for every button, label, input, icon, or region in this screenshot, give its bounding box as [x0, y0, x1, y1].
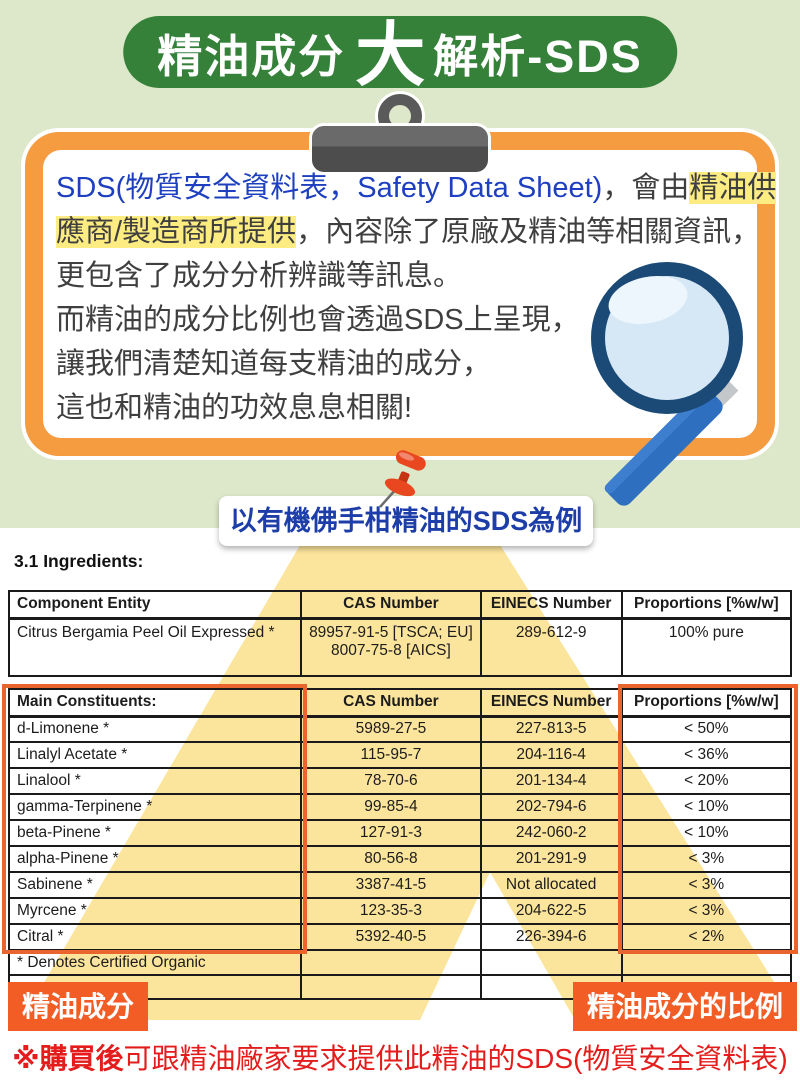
constituent-cell: d-Limonene *: [7, 715, 303, 743]
table-row: Sabinene * 3387-41-5 Not allocated < 3%: [7, 871, 793, 899]
col-header-cas: CAS Number: [300, 688, 482, 718]
cas-cell: 80-56-8: [300, 845, 482, 873]
col-header-cas: CAS Number: [300, 590, 482, 620]
empty-cell: [479, 949, 623, 976]
einecs-cell: Not allocated: [479, 871, 623, 899]
cas-cell: 78-70-6: [300, 767, 482, 795]
constituent-cell: Sabinene *: [7, 871, 303, 899]
badge-oil-proportions: 精油成分的比例: [572, 982, 797, 1031]
line4-text: 而精油的成分比例也會透過SDS上呈現，: [56, 304, 580, 336]
cas-cell: 115-95-7: [300, 741, 482, 769]
col-header-einecs: EINECS Number: [479, 688, 623, 718]
table-row: Citral * 5392-40-5 226-394-6 < 2%: [7, 923, 793, 951]
cas-cell: 123-35-3: [300, 897, 482, 925]
line2-highlight-text: 應商/製造商所提供: [56, 216, 297, 248]
col-header-einecs: EINECS Number: [479, 590, 623, 620]
einecs-cell: 204-622-5: [479, 897, 623, 925]
clipboard-clip-icon: [312, 126, 488, 172]
proportion-cell: < 36%: [620, 741, 793, 769]
line1-dark-text: ，會由: [602, 172, 690, 204]
col-header-component: Component Entity: [7, 590, 303, 620]
constituent-cell: Linalyl Acetate *: [7, 741, 303, 769]
proportion-cell: < 2%: [620, 923, 793, 951]
proportion-cell: < 3%: [620, 871, 793, 899]
proportions-column-highlight: [618, 684, 798, 954]
magnifying-glass-icon: [591, 262, 743, 506]
col-header-proportions: Proportions [%w/w]: [620, 590, 793, 620]
title-banner: 精油成分 大 解析-SDS: [123, 16, 677, 94]
table-row: Myrcene * 123-35-3 204-622-5 < 3%: [7, 897, 793, 925]
cas-cell: 5989-27-5: [300, 715, 482, 743]
description-text: SDS(物質安全資料表，Safety Data Sheet)，會由精油供 應商/…: [56, 166, 777, 430]
constituent-cell: Myrcene *: [7, 897, 303, 925]
einecs-cell: 226-394-6: [479, 923, 623, 951]
table-row: Linalyl Acetate * 115-95-7 204-116-4 < 3…: [7, 741, 793, 769]
cas-cell: 89957-91-5 [TSCA; EU] 8007-75-8 [AICS]: [300, 617, 482, 677]
proportion-cell: < 50%: [620, 715, 793, 743]
einecs-cell: 201-291-9: [479, 845, 623, 873]
cas-line2: 8007-75-8 [AICS]: [331, 641, 451, 659]
ingredients-table: Component Entity CAS Number EINECS Numbe…: [7, 590, 793, 677]
proportion-cell: < 10%: [620, 819, 793, 847]
col-header-proportions: Proportions [%w/w]: [620, 688, 793, 718]
constituent-cell: gamma-Terpinene *: [7, 793, 303, 821]
constituent-cell: alpha-Pinene *: [7, 845, 303, 873]
line1-highlight-text: 精油供: [689, 172, 777, 204]
title-part1: 精油成分: [157, 30, 346, 82]
einecs-cell: 202-794-6: [479, 793, 623, 821]
purchase-note-rest: 可跟精油廠家要求提供此精油的SDS(物質安全資料表): [123, 1043, 788, 1074]
line6-text: 這也和精油的功效息息相關!: [56, 392, 413, 424]
empty-cell: [300, 974, 482, 1000]
purchase-note-bold: ※購買後: [12, 1043, 124, 1074]
title-part2: 解析-SDS: [433, 30, 643, 82]
table-row: Linalool * 78-70-6 201-134-4 < 20%: [7, 767, 793, 795]
title-big-char: 大: [355, 15, 426, 94]
constituent-cell: Linalool *: [7, 767, 303, 795]
table-row: Citrus Bergamia Peel Oil Expressed * 899…: [7, 617, 793, 677]
einecs-cell: 201-134-4: [479, 767, 623, 795]
ingredients-heading: 3.1 Ingredients:: [14, 551, 144, 571]
einecs-cell: 227-813-5: [479, 715, 623, 743]
example-callout: 以有機佛手柑精油的SDS為例: [219, 496, 593, 546]
constituents-column-highlight: [2, 684, 307, 954]
table-row: beta-Pinene * 127-91-3 242-060-2 < 10%: [7, 819, 793, 847]
proportion-cell: < 10%: [620, 793, 793, 821]
line2-dark-text: ，內容除了原廠及精油等相關資訊，: [296, 216, 761, 248]
badge-oil-components: 精油成分: [8, 982, 149, 1031]
proportion-cell: < 3%: [620, 845, 793, 873]
proportion-cell: < 20%: [620, 767, 793, 795]
empty-cell: [300, 949, 482, 976]
constituent-cell: Citral *: [7, 923, 303, 951]
line5-text: 讓我們清楚知道每支精油的成分，: [56, 348, 492, 380]
cas-cell: 5392-40-5: [300, 923, 482, 951]
component-cell: Citrus Bergamia Peel Oil Expressed *: [7, 617, 303, 677]
cas-cell: 3387-41-5: [300, 871, 482, 899]
einecs-cell: 242-060-2: [479, 819, 623, 847]
einecs-cell: 204-116-4: [479, 741, 623, 769]
col-header-constituents: Main Constituents:: [7, 688, 303, 718]
constituents-table: Main Constituents: CAS Number EINECS Num…: [7, 688, 793, 1000]
table-row: alpha-Pinene * 80-56-8 201-291-9 < 3%: [7, 845, 793, 873]
sds-definition-text: SDS(物質安全資料表，Safety Data Sheet): [56, 172, 603, 204]
einecs-cell: 289-612-9: [479, 617, 623, 677]
cas-line1: 89957-91-5 [TSCA; EU]: [309, 623, 473, 641]
cas-cell: 99-85-4: [300, 793, 482, 821]
proportion-cell: 100% pure: [620, 617, 793, 677]
table-row: d-Limonene * 5989-27-5 227-813-5 < 50%: [7, 715, 793, 743]
line3-text: 更包含了成分分析辨識等訊息。: [56, 260, 463, 292]
table-row: gamma-Terpinene * 99-85-4 202-794-6 < 10…: [7, 793, 793, 821]
pushpin-icon: [379, 450, 426, 508]
proportion-cell: < 3%: [620, 897, 793, 925]
purchase-note: ※購買後可跟精油廠家要求提供此精油的SDS(物質安全資料表): [0, 1037, 800, 1077]
cas-cell: 127-91-3: [300, 819, 482, 847]
table-header-row: Component Entity CAS Number EINECS Numbe…: [7, 590, 793, 620]
constituent-cell: beta-Pinene *: [7, 819, 303, 847]
